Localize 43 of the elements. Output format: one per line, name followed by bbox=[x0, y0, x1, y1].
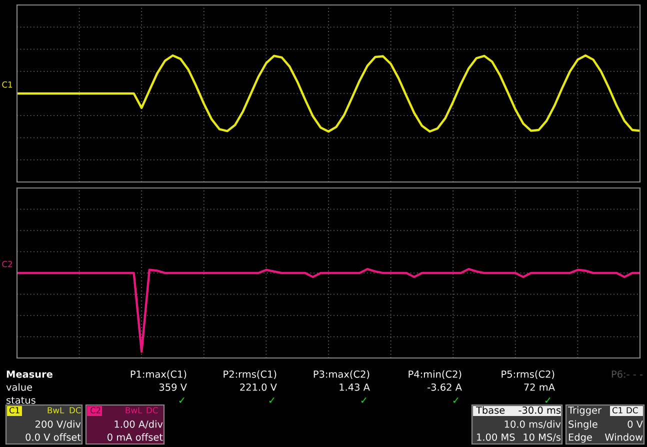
text: Measure bbox=[6, 370, 52, 378]
text: 0 mA offset bbox=[108, 433, 163, 441]
text: -3.62 A bbox=[428, 383, 462, 391]
text: value bbox=[6, 383, 32, 391]
text: C1 bbox=[612, 407, 622, 414]
text: ✓ bbox=[361, 398, 366, 403]
text: P4:min(C2) bbox=[408, 370, 462, 379]
text: 1.43 A bbox=[340, 383, 370, 391]
text: ✓ bbox=[179, 398, 184, 403]
text: 72 mA bbox=[524, 383, 555, 391]
text: DC bbox=[626, 407, 638, 414]
text: P3:max(C2) bbox=[314, 370, 370, 379]
text: 221.0 V bbox=[240, 383, 277, 391]
text: P2:rms(C1) bbox=[224, 370, 276, 379]
text: C1 bbox=[9, 407, 20, 414]
text: C2 bbox=[90, 407, 100, 414]
text: Single bbox=[568, 420, 598, 430]
text: ✓ bbox=[453, 398, 458, 403]
text: 1.00 MS bbox=[477, 433, 515, 441]
text: Window bbox=[604, 433, 643, 441]
text: P5:rms(C2) bbox=[502, 370, 554, 379]
text: -30.0 ms bbox=[518, 406, 561, 414]
text: 0.0 V offset bbox=[26, 433, 81, 441]
text: 0 V bbox=[628, 420, 643, 428]
text: 1.00 A/div bbox=[114, 420, 163, 429]
text: 359 V bbox=[159, 383, 187, 391]
text: ✓ bbox=[545, 398, 550, 403]
text: Trigger bbox=[568, 406, 602, 416]
text: Edge bbox=[568, 433, 592, 443]
text: Tbase bbox=[476, 406, 505, 414]
text: BwL bbox=[48, 407, 64, 414]
text: DC bbox=[146, 407, 158, 414]
text: 10 MS/s bbox=[524, 433, 561, 442]
text: BwL bbox=[126, 407, 142, 414]
text: 10.0 ms/div bbox=[504, 420, 561, 429]
text: DC bbox=[70, 407, 81, 414]
text: 200 V/div bbox=[36, 420, 81, 429]
text: ✓ bbox=[269, 398, 274, 403]
text: status bbox=[6, 396, 36, 404]
text: P1:max(C1) bbox=[130, 370, 186, 379]
series-label: C2 bbox=[2, 260, 12, 268]
text: P6:- - - bbox=[612, 370, 643, 378]
series-label: C1 bbox=[2, 81, 12, 88]
